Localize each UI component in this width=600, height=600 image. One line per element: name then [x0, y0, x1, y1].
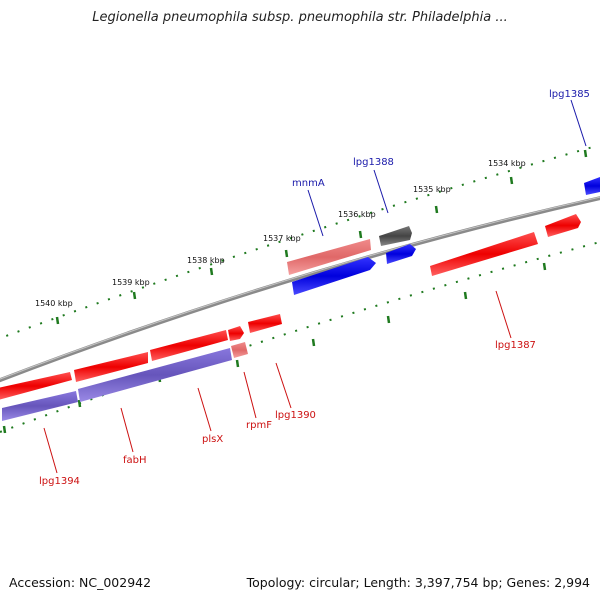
gene-feature [231, 342, 248, 358]
callout-plsX [197, 387, 212, 432]
inner-major-tick [77, 399, 82, 408]
gene-feature [2, 391, 78, 421]
tick-label-1534: 1534 kbp [488, 159, 526, 168]
gene-label-lpg1388[interactable]: lpg1388 [353, 157, 394, 168]
inner-major-tick [2, 425, 7, 434]
gene-feature [0, 372, 72, 400]
gene-feature-mnmA [287, 239, 371, 275]
callout-lpg1385 [570, 99, 587, 147]
gene-feature-pseudo [379, 226, 412, 246]
genome-summary-text: Topology: circular; Length: 3,397,754 bp… [246, 575, 590, 590]
major-tick-1538 [209, 267, 214, 276]
gene-feature-lpg1385 [584, 177, 600, 195]
gene-label-lpg1385[interactable]: lpg1385 [549, 89, 590, 100]
callout-lpg1388 [373, 169, 389, 214]
major-tick-1535 [434, 205, 439, 214]
gene-feature [248, 314, 282, 333]
accession-text: Accession: NC_002942 [9, 575, 152, 590]
tick-label-1535: 1535 kbp [413, 185, 451, 194]
gene-label-lpg1394[interactable]: lpg1394 [39, 476, 80, 487]
inner-major-tick [542, 262, 547, 271]
major-tick-edge [583, 149, 588, 158]
gene-feature-lpg1388 [386, 244, 416, 264]
tick-label-1539: 1539 kbp [112, 278, 150, 287]
reverse-strand-genes [2, 177, 600, 421]
tick-label-1538: 1538 kbp [187, 256, 225, 265]
inner-major-tick [235, 359, 240, 368]
gene-label-lpg1390[interactable]: lpg1390 [275, 410, 316, 421]
major-ticks [2, 149, 588, 434]
callout-mnmA [307, 189, 324, 237]
callout-fabH [120, 407, 134, 453]
inner-tick-track [0, 241, 600, 433]
callout-lpg1394 [43, 427, 58, 474]
major-tick-1534 [509, 176, 514, 185]
gene-feature [545, 214, 581, 237]
tick-label-1537: 1537 kbp [263, 234, 301, 243]
tick-label-1540: 1540 kbp [35, 299, 73, 308]
major-tick-1536 [358, 230, 363, 239]
inner-major-tick [463, 291, 468, 300]
genome-backbone [0, 196, 600, 383]
gene-feature [74, 352, 148, 382]
forward-strand-genes [0, 214, 581, 400]
major-tick-1540 [55, 316, 60, 325]
major-tick-1539 [132, 291, 137, 300]
gene-label-rpmF[interactable]: rpmF [246, 420, 272, 431]
gene-feature [292, 257, 376, 295]
gene-label-fabH[interactable]: fabH [123, 455, 147, 466]
gene-feature-lpg1387 [430, 232, 538, 276]
map-title: Legionella pneumophila subsp. pneumophil… [92, 10, 508, 25]
major-tick-1537 [284, 249, 289, 258]
gene-feature [150, 330, 228, 361]
callout-rpmF [243, 371, 257, 419]
gene-label-mnmA[interactable]: mnmA [292, 178, 325, 189]
tick-label-1536: 1536 kbp [338, 210, 376, 219]
inner-major-tick [311, 338, 316, 347]
gene-label-lpg1387[interactable]: lpg1387 [495, 340, 536, 351]
callout-lpg1387 [495, 290, 512, 339]
gene-label-plsX[interactable]: plsX [202, 434, 223, 445]
inner-major-tick [386, 315, 391, 324]
genome-backbone-highlight [0, 196, 600, 380]
gene-feature [228, 326, 244, 341]
gene-feature [78, 348, 232, 402]
callout-lpg1390 [275, 362, 292, 409]
